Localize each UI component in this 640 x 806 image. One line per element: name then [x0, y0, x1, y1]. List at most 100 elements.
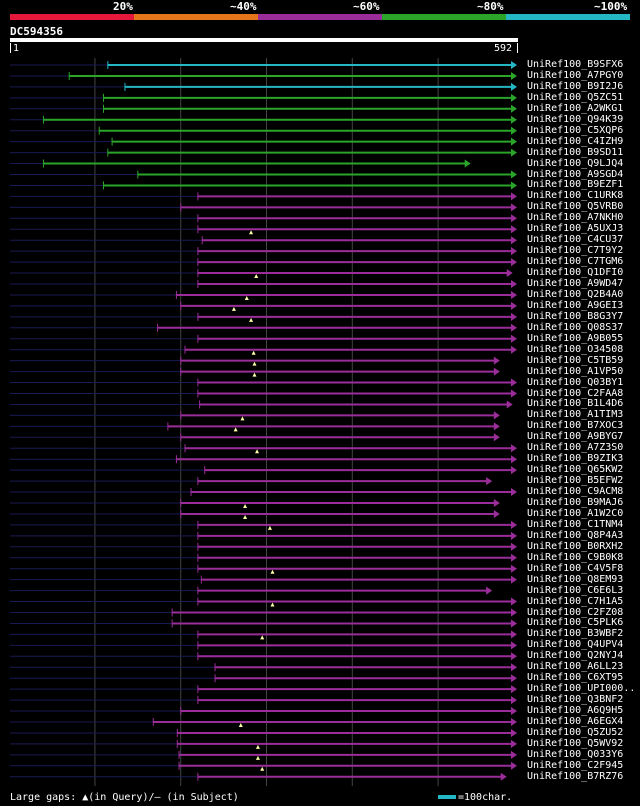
hit-label[interactable]: UniRef100_C4IZH9	[527, 135, 624, 147]
hit-end-arrow-icon	[493, 499, 500, 507]
hit-end-arrow-icon	[511, 389, 517, 398]
hit-end-arrow-icon	[511, 258, 517, 267]
hit-label[interactable]: UniRef100_B7XOC3	[527, 420, 624, 432]
hit-label[interactable]: UniRef100_A9SGD4	[527, 168, 624, 180]
hit-end-arrow-icon	[511, 312, 517, 321]
hit-label[interactable]: UniRef100_Q5VRB0	[527, 201, 624, 213]
hit-label[interactable]: UniRef100_Q3BNF2	[527, 694, 624, 706]
hit-label[interactable]: UniRef100_Q4UPV4	[527, 639, 624, 651]
hit-label[interactable]: UniRef100_A9B055	[527, 332, 624, 344]
hit-label[interactable]: UniRef100_C6E6L3	[527, 584, 624, 596]
hit-label[interactable]: UniRef100_Q5ZC51	[527, 91, 624, 103]
hit-label[interactable]: UniRef100_C4CU37	[527, 234, 624, 246]
hit-label[interactable]: UniRef100_O34508	[527, 343, 624, 355]
hit-label[interactable]: UniRef100_Q2NYJ4	[527, 650, 624, 662]
hit-label[interactable]: UniRef100_A6EGX4	[527, 716, 624, 727]
query-gap-marker-icon	[255, 449, 260, 454]
hit-end-arrow-icon	[511, 148, 517, 157]
scale-swatch	[438, 795, 456, 799]
hit-label[interactable]: UniRef100_A6LL23	[527, 661, 624, 673]
hit-label[interactable]: UniRef100_B1L4D6	[527, 398, 624, 410]
hit-label[interactable]: UniRef100_Q8EM93	[527, 573, 624, 585]
hit-label[interactable]: UniRef100_Q94K39	[527, 113, 624, 125]
hit-label[interactable]: UniRef100_C2FZ08	[527, 606, 624, 618]
hit-label[interactable]: UniRef100_C1TNM4	[527, 518, 624, 530]
query-gap-marker-icon	[243, 514, 248, 519]
hit-label[interactable]: UniRef100_Q5WV92	[527, 737, 624, 749]
hit-label[interactable]: UniRef100_A1TIM3	[527, 409, 624, 421]
query-gap-marker-icon	[260, 635, 265, 640]
query-gap-marker-icon	[270, 602, 275, 607]
hit-label[interactable]: UniRef100_B7RZ76	[527, 770, 624, 782]
hit-end-arrow-icon	[511, 685, 517, 694]
hit-end-arrow-icon	[511, 444, 517, 453]
hit-label[interactable]: UniRef100_B0RXH2	[527, 540, 624, 552]
scale-legend: =100char.	[438, 792, 512, 803]
hit-end-arrow-icon	[511, 181, 517, 190]
hit-label[interactable]: UniRef100_Q8P4A3	[527, 529, 624, 541]
hit-label[interactable]: UniRef100_Q65KW2	[527, 464, 624, 476]
hit-label[interactable]: UniRef100_B3WBF2	[527, 628, 624, 640]
hit-label[interactable]: UniRef100_Q03BY1	[527, 376, 624, 388]
hit-end-arrow-icon	[511, 531, 517, 540]
hit-label[interactable]: UniRef100_Q033Y6	[527, 748, 624, 760]
hit-label[interactable]: UniRef100_A9WD47	[527, 278, 624, 289]
query-gap-marker-icon	[267, 525, 272, 530]
hit-label[interactable]: UniRef100_B9ZIK3	[527, 453, 624, 465]
hit-label[interactable]: UniRef100_A9GEI3	[527, 299, 624, 311]
hit-label[interactable]: UniRef100_B8G3Y7	[527, 310, 624, 322]
hit-label[interactable]: UniRef100_C1URK8	[527, 190, 624, 202]
hit-label[interactable]: UniRef100_Q9LJQ4	[527, 157, 624, 169]
hit-label[interactable]: UniRef100_A7NKH0	[527, 212, 624, 224]
hit-label[interactable]: UniRef100_A2WKG1	[527, 102, 624, 114]
identity-legend-bar	[10, 14, 630, 20]
hit-end-arrow-icon	[511, 345, 517, 354]
hit-label[interactable]: UniRef100_C6XT95	[527, 672, 624, 684]
hit-label[interactable]: UniRef100_Q1DFI0	[527, 267, 624, 279]
hit-label[interactable]: UniRef100_UPI000..	[527, 683, 636, 695]
hit-end-arrow-icon	[511, 247, 517, 256]
hit-label[interactable]: UniRef100_A6Q9H5	[527, 705, 624, 717]
legend-label-80: ~80%	[477, 0, 504, 13]
hit-label[interactable]: UniRef100_A9BYG7	[527, 431, 624, 443]
hit-label[interactable]: UniRef100_A7Z3S0	[527, 442, 624, 454]
legend-label-20: 20%	[113, 0, 133, 13]
hit-label[interactable]: UniRef100_C2FAA8	[527, 387, 624, 399]
hit-label[interactable]: UniRef100_A7PGY0	[527, 69, 624, 81]
hit-label[interactable]: UniRef100_C2F945	[527, 759, 624, 771]
hit-label[interactable]: UniRef100_C5TB59	[527, 354, 624, 366]
hit-label[interactable]: UniRef100_Q5ZU52	[527, 726, 624, 738]
hit-label[interactable]: UniRef100_B9SFX6	[527, 59, 624, 70]
hit-label[interactable]: UniRef100_Q08S37	[527, 321, 624, 333]
hit-label[interactable]: UniRef100_B9EZF1	[527, 179, 624, 191]
hit-label[interactable]: UniRef100_B9SD11	[527, 146, 624, 158]
hit-end-arrow-icon	[511, 707, 517, 716]
hit-label[interactable]: UniRef100_A1VP50	[527, 365, 624, 377]
hit-label[interactable]: UniRef100_C7TGM6	[527, 256, 624, 268]
hit-end-arrow-icon	[511, 170, 517, 179]
hit-label[interactable]: UniRef100_C5PLK6	[527, 617, 624, 629]
query-gap-marker-icon	[255, 755, 260, 760]
hit-label[interactable]: UniRef100_C9B0K8	[527, 551, 624, 563]
hit-end-arrow-icon	[506, 269, 513, 278]
hit-end-arrow-icon	[511, 575, 517, 584]
hit-end-arrow-icon	[511, 137, 517, 146]
hit-label[interactable]: UniRef100_C5XQP6	[527, 124, 624, 136]
hit-end-arrow-icon	[493, 422, 500, 431]
hit-label[interactable]: UniRef100_C9ACM8	[527, 486, 624, 498]
hit-end-arrow-icon	[511, 323, 517, 332]
hit-label[interactable]: UniRef100_A1W2C0	[527, 507, 624, 519]
hit-end-arrow-icon	[511, 641, 517, 650]
hit-label[interactable]: UniRef100_C4V5F8	[527, 562, 624, 574]
hit-label[interactable]: UniRef100_A5UXJ3	[527, 223, 624, 235]
hit-end-arrow-icon	[493, 411, 500, 420]
hit-label[interactable]: UniRef100_B5EFW2	[527, 475, 624, 487]
hit-label[interactable]: UniRef100_B9MAJ6	[527, 497, 624, 508]
hit-label[interactable]: UniRef100_B9I2J6	[527, 80, 624, 92]
hit-label[interactable]: UniRef100_Q2B4A0	[527, 288, 624, 300]
hit-label[interactable]: UniRef100_C7H1A5	[527, 595, 624, 607]
query-gap-marker-icon	[255, 744, 260, 749]
query-gap-marker-icon	[252, 361, 257, 366]
hit-label[interactable]: UniRef100_C7T9Y2	[527, 245, 624, 257]
hit-end-arrow-icon	[511, 597, 517, 606]
